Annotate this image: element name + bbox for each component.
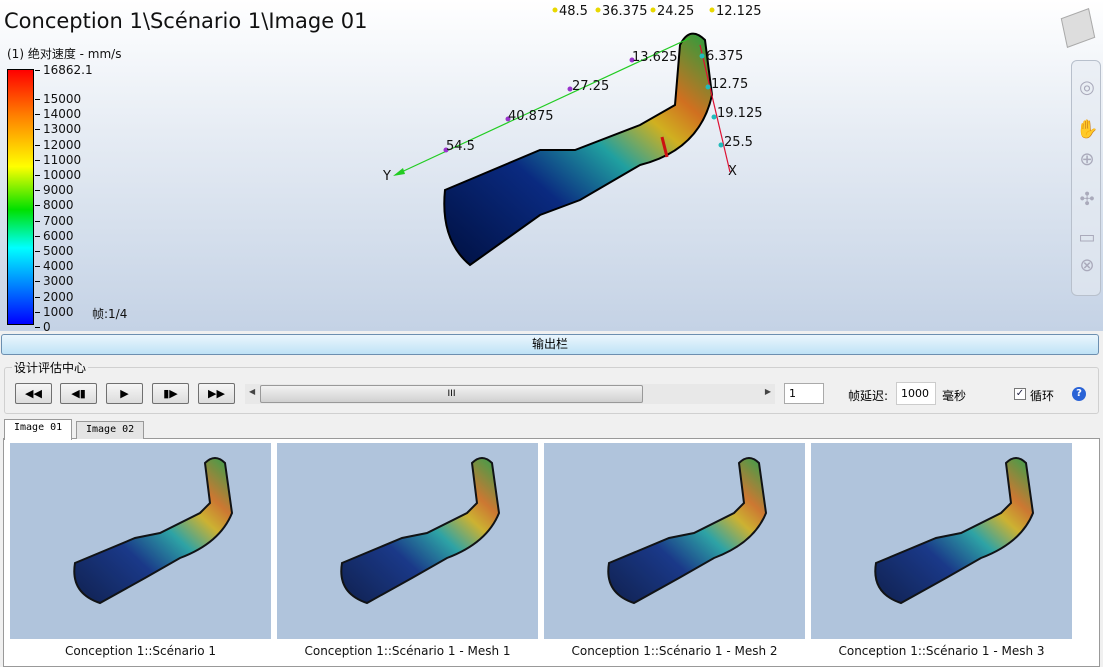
play-button[interactable]: ▶ — [106, 383, 143, 404]
legend-tick: 12000 — [35, 139, 81, 151]
legend-tick: 8000 — [35, 199, 74, 211]
y-tick: 27.25 — [572, 79, 609, 94]
mesh-model[interactable]: Y X 13.625 27.25 40.875 54.5 6.375 12.75… — [0, 0, 1060, 331]
y-tick: 54.5 — [446, 139, 475, 154]
help-icon[interactable]: ? — [1072, 387, 1086, 401]
x-axis — [699, 44, 731, 173]
slider-thumb[interactable]: III — [260, 385, 643, 403]
delay-label: 帧延迟: — [848, 389, 889, 403]
y-axis — [394, 37, 691, 176]
view-icon[interactable]: ▭ — [1078, 227, 1096, 248]
legend-tick: 4000 — [35, 260, 74, 272]
legend-tick: 9000 — [35, 184, 74, 196]
y-tick: 13.625 — [632, 50, 678, 65]
y-axis-arrow — [393, 168, 405, 176]
mesh-body — [443, 32, 714, 267]
legend-max: 16862.1 — [35, 64, 93, 76]
first-frame-button[interactable]: ◀◀ — [15, 383, 52, 404]
legend-tick: 13000 — [35, 123, 81, 135]
tab-image-01[interactable]: Image 01 — [4, 419, 73, 440]
z-tick: 48.5 — [559, 4, 588, 19]
legend-tick: 6000 — [35, 230, 74, 242]
x-tick: 25.5 — [724, 135, 753, 150]
view-cube[interactable] — [1060, 8, 1096, 48]
loop-checkbox[interactable]: ✓ — [1014, 388, 1026, 400]
next-frame-button[interactable]: ▮▶ — [152, 383, 189, 404]
delay-unit: 毫秒 — [942, 389, 967, 403]
legend-tick: 3000 — [35, 275, 74, 287]
x-axis-label: X — [728, 164, 737, 179]
thumbnail[interactable]: Conception 1::Scénario 1 — [10, 443, 271, 658]
z-tick: 36.375 — [602, 4, 648, 19]
legend-tick: 1000 — [35, 306, 74, 318]
y-tick-points — [443, 57, 635, 153]
thumbnail-caption: Conception 1::Scénario 1 — [64, 644, 217, 658]
rotate-icon[interactable]: ✣ — [1079, 189, 1095, 210]
x-tick: 19.125 — [717, 106, 763, 121]
y-tick: 40.875 — [508, 109, 554, 124]
z-tick: 12.125 — [716, 4, 762, 19]
zoom-icon[interactable]: ⊕ — [1079, 149, 1095, 170]
thumbnail[interactable]: Conception 1::Scénario 1 - Mesh 2 — [544, 443, 805, 658]
last-frame-button[interactable]: ▶▶ — [198, 383, 235, 404]
thumbnail-caption: Conception 1::Scénario 1 - Mesh 2 — [571, 644, 778, 658]
legend-tick: 15000 — [35, 93, 81, 105]
pan-hand-icon[interactable]: ✋ — [1076, 119, 1099, 140]
frame-spinner[interactable]: 1 — [784, 383, 824, 404]
thumbnail-image[interactable] — [277, 443, 538, 639]
y-axis-label: Y — [382, 169, 391, 184]
x-tick-points — [699, 53, 724, 148]
legend-tick: 10000 — [35, 169, 81, 181]
close-icon[interactable]: ⊗ — [1079, 255, 1095, 276]
thumbnail[interactable]: Conception 1::Scénario 1 - Mesh 3 — [811, 443, 1072, 658]
navigation-bar: ◎ ✋ ⊕ ✣ ▭ ⊗ — [1071, 60, 1101, 296]
thumbnail-image[interactable] — [10, 443, 271, 639]
design-center-group — [4, 367, 1099, 414]
legend-tick: 0 — [35, 321, 51, 331]
legend-tick: 5000 — [35, 245, 74, 257]
delay-input[interactable]: 1000 — [896, 382, 936, 405]
frame-slider[interactable]: ◀ III ▶ — [245, 384, 775, 404]
x-tick: 12.75 — [711, 77, 748, 92]
design-center-label: 设计评估中心 — [12, 359, 89, 376]
thumbnail-image[interactable] — [811, 443, 1072, 639]
viewport-title: Conception 1\Scénario 1\Image 01 — [4, 9, 368, 33]
color-scale-bar — [7, 69, 34, 325]
thumbnail-image[interactable] — [544, 443, 805, 639]
legend-tick: 2000 — [35, 291, 74, 303]
slider-left-arrow[interactable]: ◀ — [249, 387, 256, 396]
x-tick: 6.375 — [706, 49, 743, 64]
tab-image-02[interactable]: Image 02 — [76, 421, 145, 439]
legend-tick: 7000 — [35, 215, 74, 227]
output-bar[interactable]: 输出栏 — [1, 334, 1099, 355]
frame-indicator: 帧:1/4 — [92, 307, 128, 321]
previous-frame-button[interactable]: ◀▮ — [60, 383, 97, 404]
orbit-icon[interactable]: ◎ — [1079, 77, 1095, 98]
z-tick-points — [552, 7, 715, 13]
thumbnail-caption: Conception 1::Scénario 1 - Mesh 1 — [304, 644, 511, 658]
legend-tick: 14000 — [35, 108, 81, 120]
z-tick: 24.25 — [657, 4, 694, 19]
legend-tick: 11000 — [35, 154, 81, 166]
loop-label: 循环 — [1030, 389, 1055, 403]
thumbnail[interactable]: Conception 1::Scénario 1 - Mesh 1 — [277, 443, 538, 658]
legend-title: (1) 绝对速度 - mm/s — [7, 47, 122, 61]
3d-viewport[interactable]: Conception 1\Scénario 1\Image 01 (1) 绝对速… — [0, 0, 1103, 331]
frame-value[interactable]: 1 — [789, 387, 796, 400]
thumbnail-caption: Conception 1::Scénario 1 - Mesh 3 — [838, 644, 1045, 658]
z-arrow — [660, 136, 669, 158]
slider-right-arrow[interactable]: ▶ — [764, 387, 771, 396]
